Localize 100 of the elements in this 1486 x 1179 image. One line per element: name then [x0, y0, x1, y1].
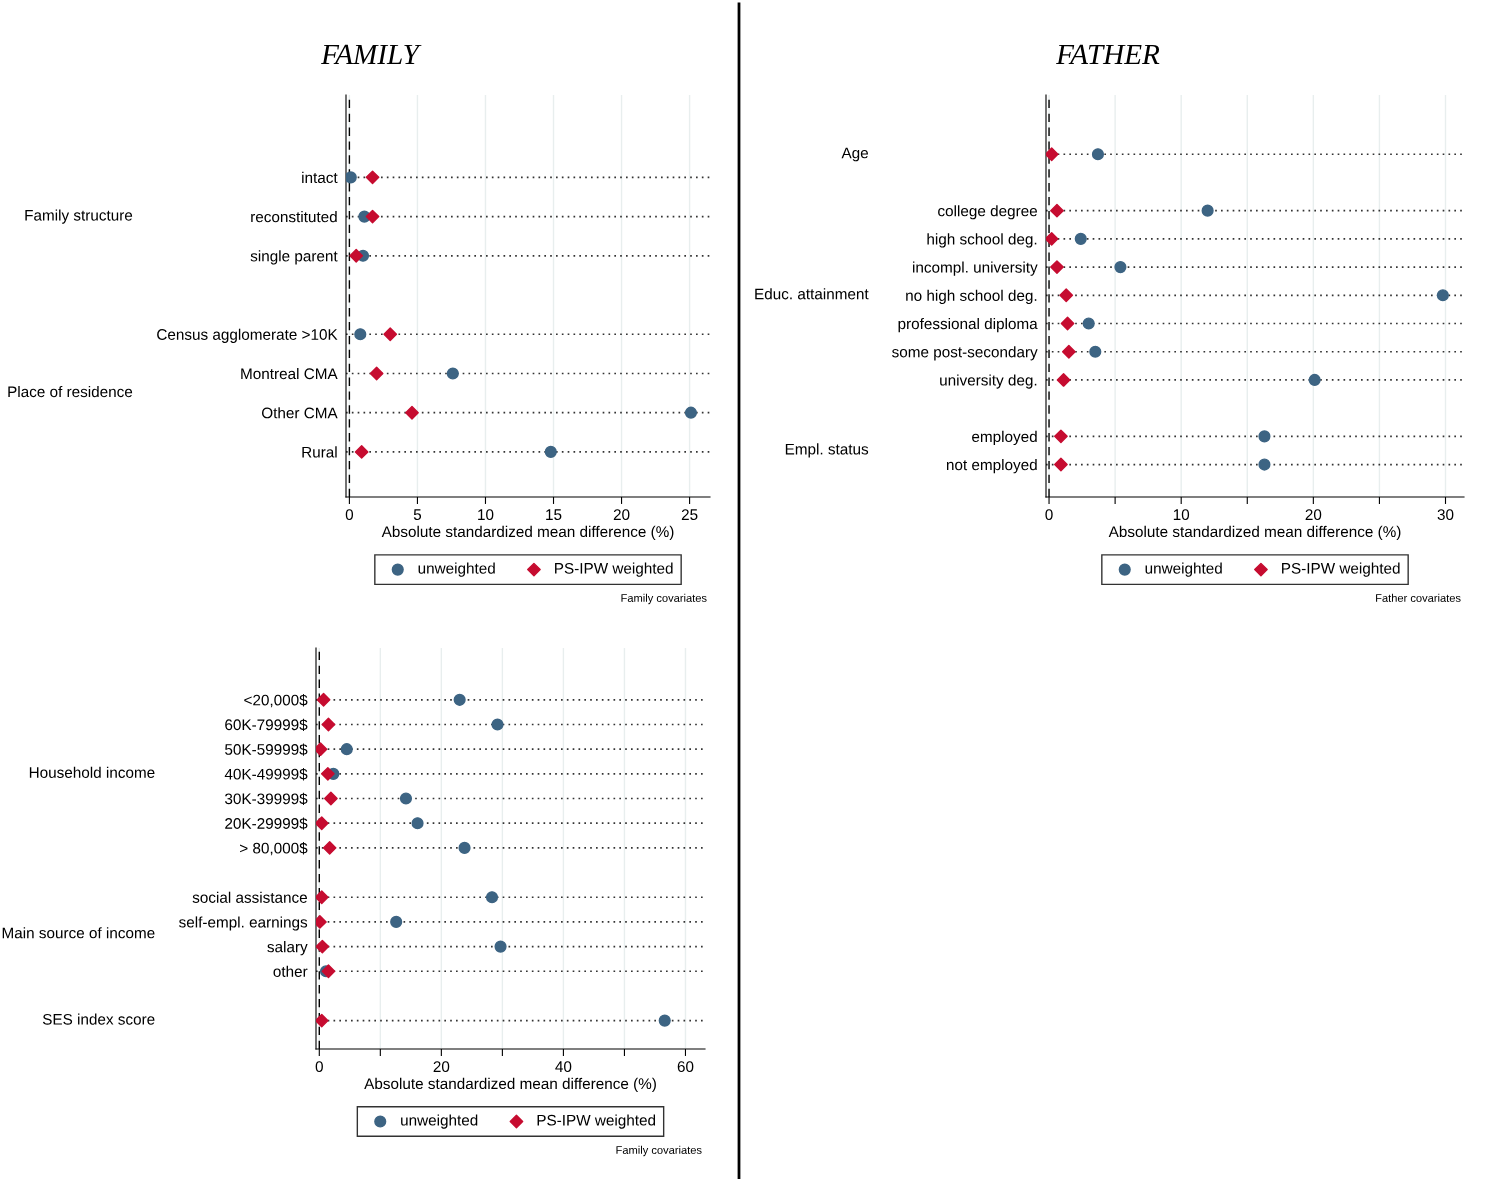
point [316, 816, 329, 831]
x-tick-label: 5 [413, 509, 422, 521]
y-tick-label: incompl. university [913, 261, 1038, 276]
text: Age [841, 147, 868, 162]
x-tick-label: 20 [433, 1061, 450, 1073]
point [1201, 204, 1214, 217]
point [1082, 317, 1095, 330]
y-tick-label: Other CMA [261, 407, 338, 419]
point [354, 328, 367, 341]
chart-title: FATHER [1056, 44, 1160, 65]
y-tick-label: no high school deg. [906, 289, 1037, 304]
point [323, 791, 338, 806]
point [354, 444, 369, 459]
x-tick-label: 40 [555, 1061, 572, 1073]
legend-label: PS-IPW weighted [537, 1114, 656, 1129]
point [1054, 457, 1068, 472]
text: Family covariates [616, 1145, 702, 1157]
point [390, 915, 403, 928]
text: SES index score [42, 1013, 155, 1025]
point [1060, 316, 1075, 331]
text: Father covariates [1376, 593, 1461, 602]
point [1114, 261, 1127, 274]
text: Empl. status [785, 443, 869, 458]
point [485, 891, 499, 904]
y-tick-label: self-empl. earnings [179, 916, 308, 931]
point [544, 445, 557, 458]
point [1056, 373, 1071, 387]
text: Main source of income [2, 927, 155, 939]
point [340, 743, 353, 756]
point [399, 792, 413, 805]
legend-label: unweighted [418, 562, 495, 577]
point [411, 817, 424, 830]
point [383, 327, 398, 342]
point [1050, 260, 1064, 274]
text: Family covariates [621, 593, 707, 605]
point [405, 405, 419, 420]
y-tick-label: 50K-59999$ [225, 743, 308, 756]
point [1091, 148, 1105, 161]
point [316, 939, 330, 954]
y-tick-label: some post-secondary [892, 346, 1038, 361]
point [1050, 203, 1064, 218]
legend-label: PS-IPW weighted [1282, 562, 1400, 577]
text: Place of residence [8, 385, 133, 398]
x-tick-label: 20 [613, 509, 630, 521]
y-tick-label: intact [302, 171, 338, 184]
point [349, 248, 364, 263]
x-tick-label: 0 [345, 509, 354, 521]
y-tick-label: Census agglomerate >10K [157, 328, 338, 343]
point [365, 209, 380, 224]
legend-label: unweighted [401, 1114, 478, 1129]
chart-title: FAMILY [320, 44, 422, 65]
point [316, 1013, 329, 1028]
legend-label: unweighted [1145, 562, 1222, 577]
x-axis-title: Absolute standardized mean difference (%) [364, 1077, 656, 1093]
point [1308, 373, 1321, 387]
text: Family structure [25, 209, 133, 224]
y-tick-label: social assistance [192, 891, 307, 903]
y-tick-label: professional diploma [898, 317, 1038, 333]
point [321, 717, 336, 732]
point [1059, 288, 1074, 303]
y-tick-label: reconstituted [251, 211, 337, 223]
point [1436, 289, 1449, 302]
point [369, 366, 384, 381]
y-tick-label: salary [267, 941, 308, 956]
y-tick-label: single parent [250, 250, 338, 265]
point [1061, 344, 1076, 359]
y-tick-label: 20K-29999$ [225, 817, 308, 830]
point [365, 170, 380, 185]
y-tick-label: employed [972, 430, 1037, 446]
y-tick-label: 30K-39999$ [225, 792, 308, 806]
point [346, 171, 357, 184]
x-tick-label: 20 [1305, 509, 1322, 521]
point [458, 841, 471, 854]
point [316, 742, 328, 757]
y-tick-label: not employed [946, 459, 1037, 474]
y-tick-label: other [273, 965, 308, 977]
point [1258, 430, 1271, 443]
x-axis-title: Absolute standardized mean difference (%) [381, 525, 674, 541]
point [494, 940, 507, 953]
point [1258, 458, 1271, 471]
y-tick-label: Montreal CMA [241, 367, 338, 380]
point [316, 692, 331, 707]
point [1074, 232, 1087, 245]
point [320, 766, 335, 781]
x-tick-label: 60 [677, 1061, 694, 1073]
x-tick-label: 0 [315, 1061, 323, 1073]
x-tick-label: 10 [478, 509, 494, 521]
x-tick-label: 10 [1173, 509, 1190, 521]
point [316, 890, 329, 905]
y-tick-label: college degree [938, 205, 1037, 220]
y-tick-label: > 80,000$ [240, 842, 308, 856]
legend-label: PS-IPW weighted [555, 562, 673, 577]
x-tick-label: 30 [1437, 509, 1454, 521]
y-tick-label: university deg. [940, 374, 1037, 389]
point [322, 840, 337, 855]
y-tick-label: Rural [302, 446, 337, 458]
point [1046, 147, 1059, 162]
y-tick-label: 60K-79999$ [225, 718, 308, 732]
text: Educ. attainment [755, 288, 869, 300]
x-tick-label: 25 [681, 509, 698, 521]
